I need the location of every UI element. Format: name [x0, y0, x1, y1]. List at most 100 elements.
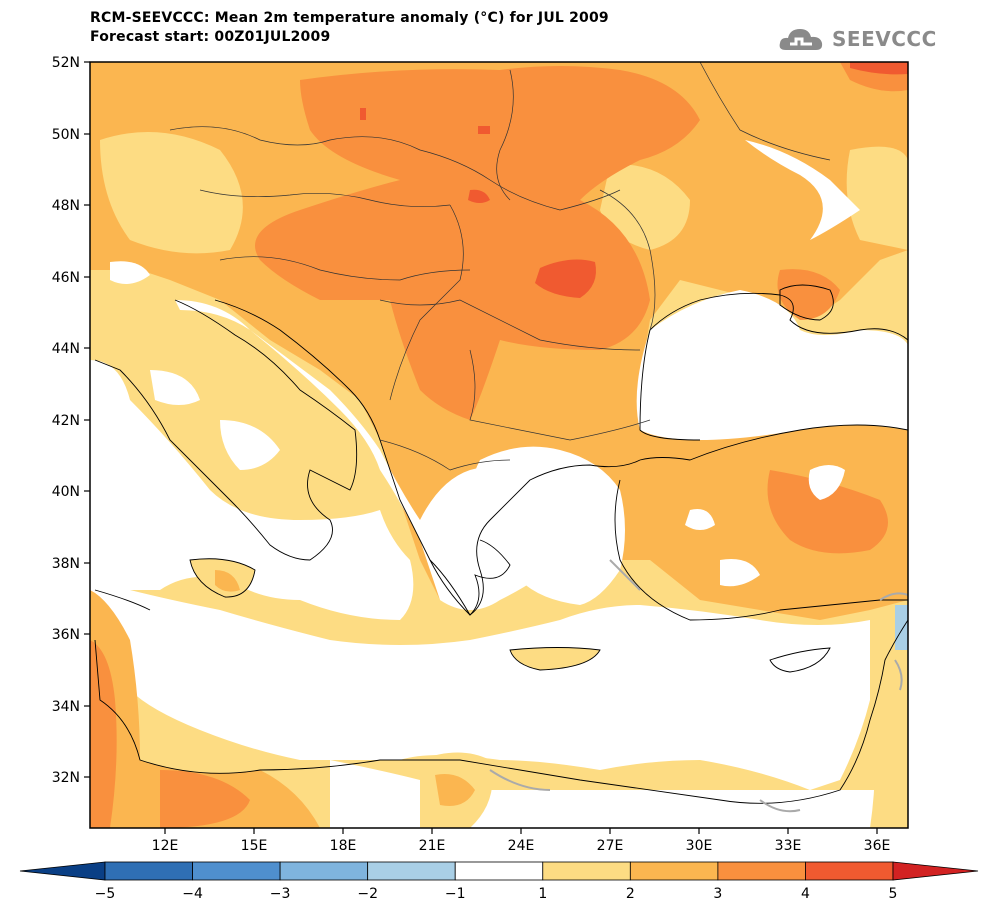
lon-tick-label: 24E	[508, 838, 535, 854]
libya-egypt-land	[400, 790, 908, 828]
country-border	[389, 204, 464, 401]
colorbar-low-arrow	[19, 861, 106, 881]
colorbar-label: −2	[357, 886, 378, 902]
logo-text: SEEVCCC	[832, 27, 937, 51]
sicily-anomaly	[215, 570, 240, 592]
anomaly-2-3-region	[846, 146, 908, 250]
country-border	[379, 299, 641, 351]
colorbar: −5 −4 −3 −2 −1 1 2 3 4 5	[19, 861, 979, 902]
lon-axis: 12E 15E 18E 21E 24E 27E 30E 33E 36E	[152, 828, 891, 854]
lon-tick-label: 27E	[597, 838, 624, 854]
near-zero-patch	[808, 465, 845, 500]
anomaly-3-4-region	[160, 770, 250, 828]
anomaly-3-4-region	[255, 66, 700, 420]
lat-tick-label: 50N	[52, 127, 80, 143]
country-border	[379, 439, 511, 471]
country-borders	[169, 62, 831, 471]
colorbar-segment	[717, 861, 806, 881]
anomaly-2-3-region	[600, 164, 690, 250]
grey-boundaries	[489, 559, 908, 813]
north-africa-coast	[330, 760, 420, 828]
colorbar-label: −4	[182, 886, 203, 902]
grey-boundary	[489, 769, 801, 813]
near-zero-patch	[150, 370, 200, 405]
anomaly-2-3-region	[90, 590, 320, 828]
lon-tick-label: 18E	[330, 838, 357, 854]
coastlines	[94, 284, 908, 804]
seevccc-logo: SEEVCCC	[778, 24, 937, 54]
colorbar-segment	[192, 861, 281, 881]
lat-tick-label: 46N	[52, 270, 80, 286]
lon-tick-label: 33E	[775, 838, 802, 854]
colorbar-high-arrow	[892, 861, 979, 881]
lat-tick-label: 32N	[52, 770, 80, 786]
lon-tick-label: 15E	[241, 838, 268, 854]
country-border	[219, 256, 471, 281]
sicily-coastline	[189, 558, 256, 598]
black-sea-coastline	[639, 292, 908, 441]
colorbar-label: −1	[445, 886, 466, 902]
colorbar-label: 1	[538, 886, 547, 902]
forecast-start-label: Forecast start: 00Z01JUL2009	[90, 29, 331, 45]
anomaly-2-3-region	[435, 774, 475, 806]
colorbar-label: −5	[95, 886, 116, 902]
country-border	[469, 349, 651, 441]
near-zero-patch	[720, 559, 760, 587]
mediterranean-sea	[90, 585, 870, 790]
colorbar-segment	[367, 861, 456, 881]
colorbar-segment	[805, 861, 894, 881]
colorbar-segment	[629, 861, 719, 881]
colorbar-label: 4	[801, 886, 810, 902]
country-border	[199, 189, 451, 207]
map-frame	[89, 61, 909, 829]
crimea-coastline	[779, 284, 834, 321]
lon-tick-label: 12E	[152, 838, 179, 854]
map-title: RCM-SEEVCCC: Mean 2m temperature anomaly…	[90, 10, 609, 26]
anomaly-4-5-region	[850, 62, 908, 75]
greece-peninsula	[429, 539, 511, 616]
colorbar-segment	[104, 861, 193, 881]
aegean-sea	[466, 446, 625, 605]
cyprus-coastline	[769, 647, 831, 673]
anomaly-3-4-region	[767, 470, 888, 554]
anomaly-4-5-region	[478, 126, 490, 134]
country-border	[599, 189, 656, 331]
adriatic-sea	[175, 300, 560, 610]
colorbar-label: 3	[713, 886, 722, 902]
cloud-icon	[779, 29, 823, 50]
near-zero-patch	[110, 261, 150, 284]
lat-tick-label: 48N	[52, 198, 80, 214]
colorbar-segment	[542, 861, 631, 881]
country-border	[496, 69, 514, 201]
balkan-coastline	[214, 299, 641, 616]
colorbar-segment	[454, 861, 544, 881]
anomaly-2-3-region	[100, 132, 243, 254]
crete-coastline	[509, 647, 601, 671]
grey-boundary	[879, 592, 908, 691]
black-sea	[636, 290, 908, 440]
lat-axis: 52N 50N 48N 46N 44N 42N 40N 38N 36N 34N …	[52, 55, 90, 786]
country-border	[169, 126, 621, 211]
near-zero-patch	[745, 140, 860, 240]
lon-tick-label: 30E	[686, 838, 713, 854]
grey-boundary	[609, 559, 641, 591]
lat-tick-label: 34N	[52, 699, 80, 715]
anomaly-3-4-region	[90, 640, 117, 828]
near-zero-patch	[220, 420, 280, 470]
turkey-coastline	[614, 424, 908, 621]
colorbar-label: 2	[626, 886, 635, 902]
tyrrhenian-ionian-sea	[90, 360, 414, 620]
colorbar-label: −3	[270, 886, 291, 902]
africa-coastline	[94, 589, 908, 804]
country-border	[699, 62, 831, 161]
lat-tick-label: 44N	[52, 341, 80, 357]
lon-tick-label: 36E	[864, 838, 891, 854]
map-field	[90, 62, 908, 828]
near-zero-patch	[685, 509, 715, 530]
lat-tick-label: 38N	[52, 556, 80, 572]
lat-tick-label: 36N	[52, 627, 80, 643]
lat-tick-label: 52N	[52, 55, 80, 71]
colorbar-label: 5	[889, 886, 898, 902]
italy-coastline	[94, 299, 358, 561]
